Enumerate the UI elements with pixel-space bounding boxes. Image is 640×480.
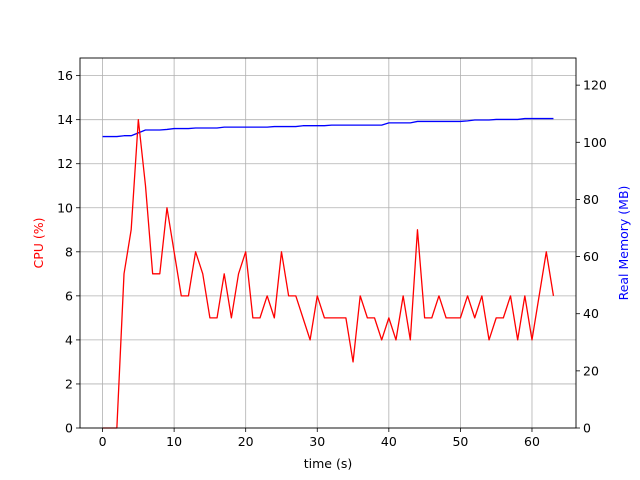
x-tick-label: 20 xyxy=(238,434,254,449)
x-tick-label: 10 xyxy=(166,434,182,449)
left-y-tick-label: 6 xyxy=(65,288,73,303)
right-y-tick-label: 120 xyxy=(583,78,607,93)
left-y-tick-label: 2 xyxy=(65,376,73,391)
right-y-tick-label: 60 xyxy=(583,249,599,264)
left-y-tick-label: 16 xyxy=(57,68,73,83)
right-y-tick-label: 40 xyxy=(583,306,599,321)
x-tick-label: 0 xyxy=(99,434,107,449)
x-tick-label: 30 xyxy=(309,434,325,449)
x-tick-label: 40 xyxy=(381,434,397,449)
ticks: 0 10 20 30 40 50 60 0 2 4 6 8 10 12 14 16 0 20 40 60 80 100 12… xyxy=(57,68,607,449)
memory-series-line xyxy=(102,117,554,138)
right-y-tick-label: 80 xyxy=(583,192,599,207)
right-axis-title: Real Memory (MB) xyxy=(616,186,631,301)
left-axis-title: CPU (%) xyxy=(31,217,46,268)
plot-frame xyxy=(79,57,577,429)
left-y-tick-label: 12 xyxy=(57,156,73,171)
left-y-tick-label: 4 xyxy=(65,332,73,347)
right-y-tick-label: 20 xyxy=(583,363,599,378)
x-tick-label: 60 xyxy=(524,434,540,449)
right-y-tick-label: 0 xyxy=(583,421,591,436)
x-tick-label: 50 xyxy=(452,434,468,449)
left-y-tick-label: 14 xyxy=(57,112,73,127)
left-y-tick-label: 8 xyxy=(65,244,73,259)
left-y-tick-label: 10 xyxy=(57,200,73,215)
right-y-tick-label: 100 xyxy=(583,135,607,150)
left-y-tick-label: 0 xyxy=(65,421,73,436)
cpu-series-line xyxy=(102,119,555,429)
series-layer xyxy=(102,117,555,429)
x-axis-title: time (s) xyxy=(304,456,352,471)
